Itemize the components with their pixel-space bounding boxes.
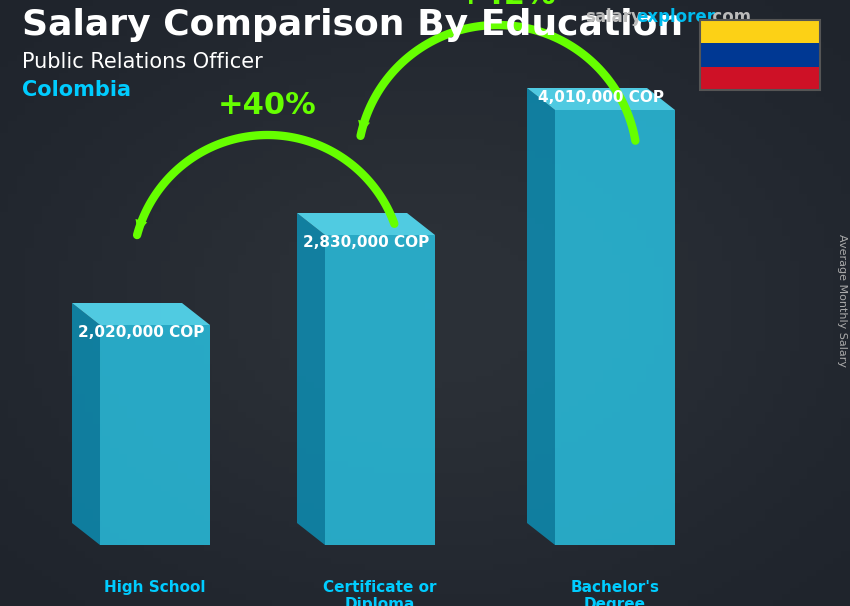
Text: High School: High School [105, 580, 206, 595]
Bar [700, 44, 820, 67]
Text: Average Monthly Salary: Average Monthly Salary [837, 233, 847, 367]
Text: Salary Comparison By Education: Salary Comparison By Education [22, 8, 683, 42]
Text: Bachelor's
Degree: Bachelor's Degree [570, 580, 660, 606]
Polygon shape [72, 303, 210, 325]
Polygon shape [72, 303, 100, 545]
Text: +40%: +40% [218, 91, 317, 120]
Bar [700, 67, 820, 90]
Polygon shape [527, 88, 675, 110]
Polygon shape [100, 325, 210, 545]
Text: 2,020,000 COP: 2,020,000 COP [78, 325, 204, 340]
Text: .com: .com [706, 8, 751, 26]
Text: Certificate or
Diploma: Certificate or Diploma [323, 580, 437, 606]
Text: explorer: explorer [636, 8, 715, 26]
Text: +42%: +42% [458, 0, 557, 10]
Polygon shape [297, 213, 325, 545]
Text: 2,830,000 COP: 2,830,000 COP [303, 235, 429, 250]
Bar [700, 20, 820, 44]
Polygon shape [527, 88, 555, 545]
Polygon shape [297, 213, 435, 235]
Bar [700, 20, 820, 90]
Text: 4,010,000 COP: 4,010,000 COP [538, 90, 664, 105]
Text: salary: salary [585, 8, 642, 26]
Text: Public Relations Officer: Public Relations Officer [22, 52, 263, 72]
Text: Colombia: Colombia [22, 80, 131, 100]
Polygon shape [555, 110, 675, 545]
Polygon shape [325, 235, 435, 545]
